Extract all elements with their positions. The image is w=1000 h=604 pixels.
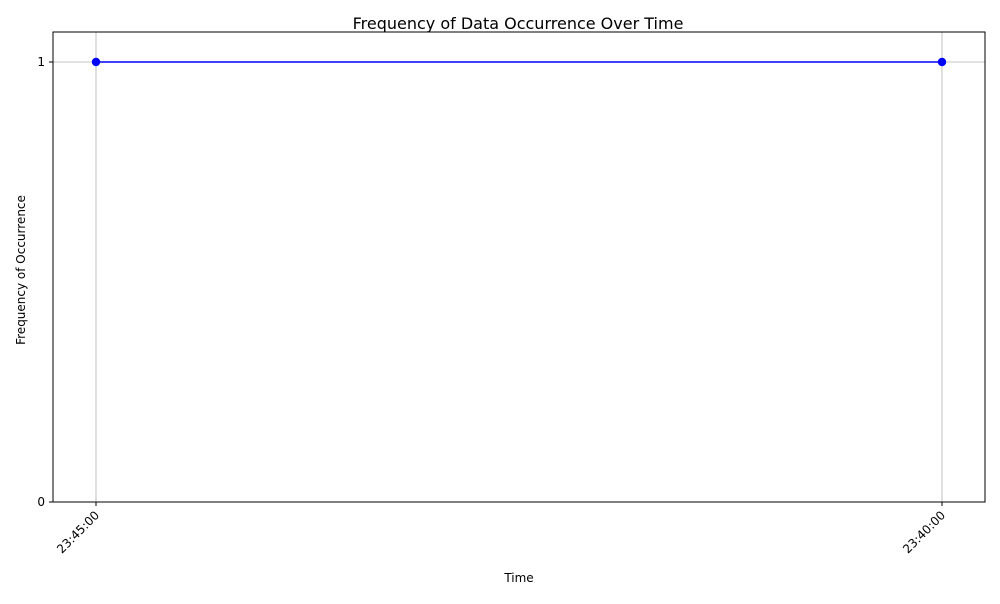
axes-layer bbox=[52, 31, 986, 503]
y-axis-label: Frequency of Occurrence bbox=[14, 195, 28, 345]
plot-frame bbox=[52, 31, 986, 503]
data-point bbox=[937, 57, 947, 67]
y-tick-label: 0 bbox=[37, 495, 45, 509]
series-layer bbox=[91, 57, 947, 67]
x-axis-label: Time bbox=[503, 571, 533, 585]
x-tick-label: 23:45:00 bbox=[54, 508, 102, 556]
y-tick-label: 1 bbox=[37, 55, 45, 69]
grid-layer bbox=[53, 32, 985, 502]
x-tick-label: 23:40:00 bbox=[900, 508, 948, 556]
data-point bbox=[91, 57, 101, 67]
ticks-layer: 0 1 23:45:00 23:40:00 bbox=[37, 55, 948, 556]
chart-title: Frequency of Data Occurrence Over Time bbox=[353, 14, 684, 33]
